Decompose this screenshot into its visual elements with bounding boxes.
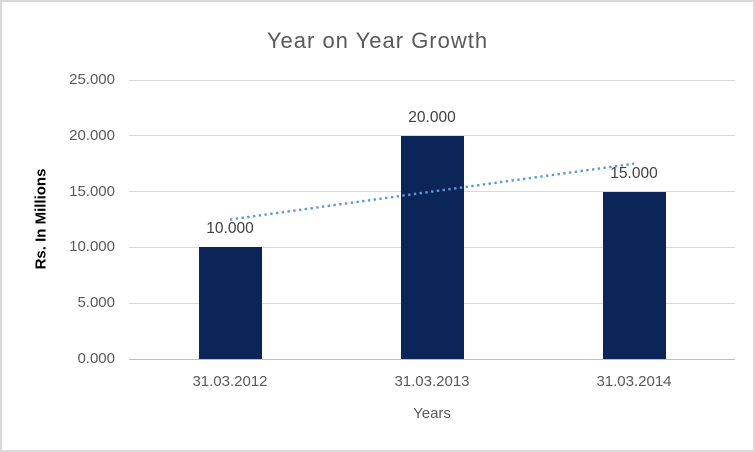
y-tick-label: 10.000 [69,238,115,256]
chart-title: Year on Year Growth [266,28,489,53]
bar-31.03.2012 [198,247,262,359]
gridline [129,79,735,81]
x-axis-line [129,358,735,360]
data-label: 15.000 [610,164,658,182]
bar-31.03.2013 [400,135,464,359]
data-label: 20.000 [408,108,456,126]
y-tick-label: 0.000 [77,350,115,367]
y-tick-label: 20.000 [69,126,115,144]
data-label: 10.000 [206,220,254,238]
x-tick-label: 31.03.2013 [394,373,470,390]
x-tick-label: 31.03.2012 [192,373,268,390]
x-tick-label: 31.03.2014 [596,373,672,390]
y-tick-label: 25.000 [69,71,115,88]
y-tick-label: 15.000 [69,182,115,200]
bar-31.03.2014 [602,191,666,359]
y-tick-label: 5.000 [77,294,115,312]
x-axis-title: Years [413,405,451,422]
